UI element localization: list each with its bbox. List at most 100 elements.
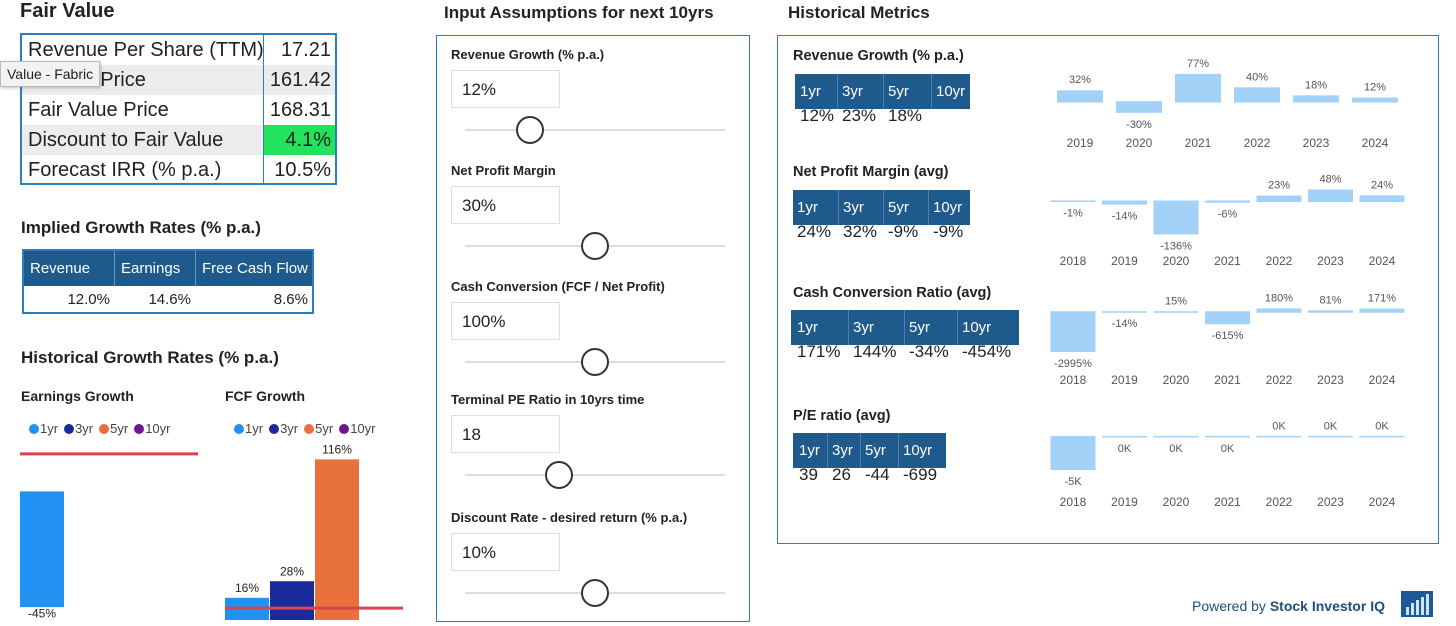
logo-bar [1416,600,1419,615]
column-header: Earnings [121,260,181,277]
divider [848,310,849,345]
input-label: Discount Rate - desired return (% p.a.) [451,510,688,525]
data-label: 18% [1305,79,1327,91]
x-tick-label: 2020 [1126,136,1153,150]
cell-value: 144% [853,342,897,361]
legend-label: 5yr [110,421,129,436]
x-tick-label: 2020 [1163,254,1190,268]
column-header: 1yr [797,199,818,216]
bar [1359,308,1405,312]
data-label: -136% [1160,240,1192,252]
bar [1205,436,1250,438]
slider-knob[interactable] [581,579,609,607]
legend-label: 3yr [280,421,299,436]
x-tick-label: 2019 [1111,254,1138,268]
table-header [793,190,970,225]
divider [837,74,838,109]
bar [1057,90,1103,102]
plot-area [1050,308,1405,352]
section-title: Historical Growth Rates (% p.a.) [21,348,279,367]
slider-knob[interactable] [516,116,544,144]
plot-area [1050,189,1405,235]
data-label: -14% [1112,211,1138,223]
legend: 1yr 3yr 5yr 10yr [234,421,375,436]
data-label: -30% [1126,119,1152,131]
column-header: 3yr [842,83,863,100]
column-header: 5yr [909,319,930,336]
data-label: 32% [1069,74,1091,86]
x-tick-label: 2019 [1111,495,1138,509]
bar [1293,95,1339,102]
divider [898,433,899,468]
data-label: 0K [1324,420,1338,432]
legend: 1yr 3yr 5yr 10yr [29,421,170,436]
divider [827,433,828,468]
column-header: 3yr [843,199,864,216]
cell-value: 18% [888,106,923,125]
row-value: 17.21 [280,39,331,61]
x-tick-label: 2018 [1060,254,1087,268]
data-label: 77% [1187,58,1209,70]
divider [957,310,958,345]
panel [777,35,1439,544]
x-tick-label: 2021 [1185,136,1212,150]
input-box[interactable]: 10% [451,533,560,571]
slider-knob[interactable] [581,348,609,376]
fair-value-table: Revenue Per Share (TTM)17.21Current Pric… [20,33,337,185]
input-box[interactable]: 30% [451,186,560,224]
cell-value: 14.6% [148,291,191,308]
input-box[interactable]: 12% [451,70,560,108]
divider [114,251,115,286]
data-label: -1% [1063,207,1083,219]
slider-track[interactable] [465,474,725,476]
slider-track[interactable] [465,129,725,131]
data-label: -615% [1212,330,1244,342]
divider [883,190,884,225]
data-label: 0K [1221,443,1235,455]
slider-knob[interactable] [581,232,609,260]
bar [1050,312,1096,352]
data-label: 24% [1371,179,1393,191]
x-tick-label: 2019 [1067,136,1094,150]
cell-value: 32% [843,222,878,241]
slider-knob[interactable] [544,461,573,489]
column-header: 3yr [832,442,853,459]
plot-area [1057,73,1398,113]
data-label: 0K [1375,420,1389,432]
legend-dot [29,423,39,434]
metric-chart: -5K 2018 0K 2019 0K 2020 0K 2021 0K 2022 0K 2023 0K 2… [1050,420,1405,509]
input-box[interactable]: 18 [451,415,560,453]
chart-title: Earnings Growth [21,388,134,404]
bar [1359,195,1405,202]
bar [1153,201,1199,235]
x-tick-label: 2019 [1111,373,1138,387]
tooltip: Value - Fabric [0,61,101,87]
data-label: 171% [1368,292,1396,304]
logo-bar [1406,607,1409,615]
data-label: 81% [1319,294,1341,306]
legend-label: 10yr [350,421,376,436]
input-box[interactable]: 100% [451,302,560,340]
bar [1308,310,1353,312]
legend-dot [269,423,280,434]
x-tick-label: 2022 [1266,373,1293,387]
row-label: Fair Value Price [28,99,169,121]
legend-item: 5yr [304,421,333,436]
legend-item: 10yr [134,421,170,436]
x-tick-label: 2024 [1369,254,1396,268]
column-header: 1yr [799,442,820,459]
x-tick-label: 2024 [1369,373,1396,387]
cell-value: -699 [903,465,938,484]
legend-item: 1yr [29,421,58,436]
table-header [795,74,970,109]
legend-label: 3yr [75,421,94,436]
legend-dot [99,423,110,434]
data-label: -5K [1064,476,1082,488]
chart: -45% [20,452,198,620]
x-tick-label: 2024 [1369,495,1396,509]
data-label: 180% [1265,292,1293,304]
input-label: Revenue Growth (% p.a.) [451,47,605,62]
plot-area [1050,435,1405,470]
data-label: 0K [1169,443,1183,455]
